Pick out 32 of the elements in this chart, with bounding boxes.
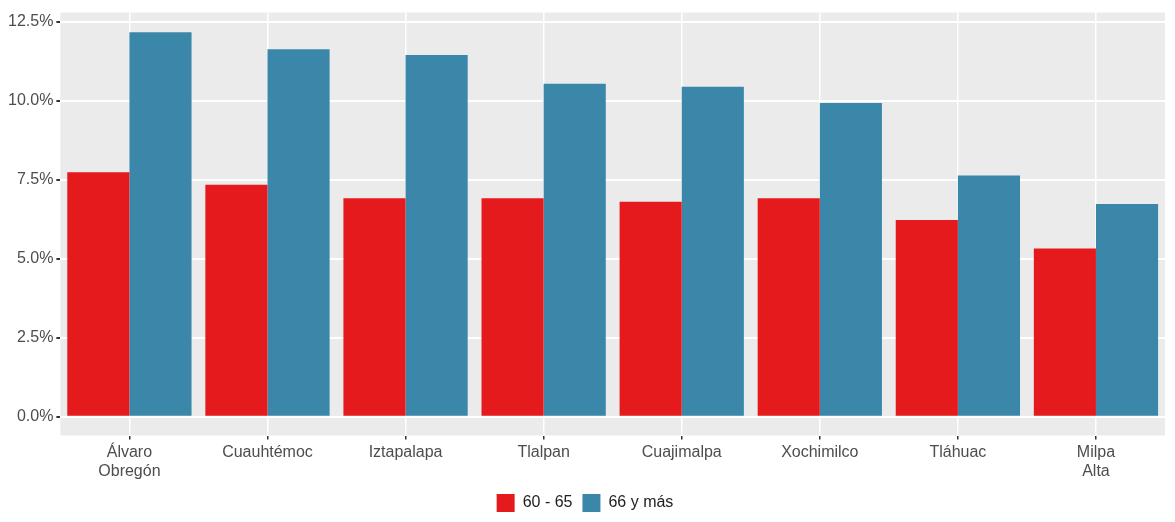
y-tick-label: 5.0% [16,249,54,267]
y-tick-label: 7.5% [16,170,54,188]
bar [67,172,130,416]
bar [681,86,744,416]
y-tick-label: 12.5% [7,12,54,30]
legend-label: 60 - 65 [522,493,573,511]
bar [819,102,882,416]
x-tick-label: Xochimilco [781,442,859,460]
x-tick-label: Tláhuac [929,442,987,460]
x-tick-label: Iztapalapa [368,442,443,460]
bar [957,175,1021,416]
bar [481,198,544,416]
bar [205,184,268,416]
y-tick-label: 0.0% [16,407,54,425]
x-tick-label: Cuajimalpa [641,442,722,460]
x-tick-label: Tlalpan [517,442,570,460]
bar [267,49,330,416]
bar [619,201,682,416]
bar [543,83,606,416]
bar [129,32,192,416]
bar [343,198,406,416]
bar [405,54,468,416]
bar [1033,248,1096,416]
bar [757,198,820,416]
bar [895,220,958,416]
bar [1095,203,1159,416]
legend-label: 66 y más [608,493,674,511]
y-tick-label: 2.5% [16,328,54,346]
x-tick-label: Cuauhtémoc [222,442,313,460]
y-tick-label: 10.0% [7,91,54,109]
x-tick-label: Milpa Alta [1076,442,1116,479]
x-tick-label: Álvaro Obregón [98,441,161,479]
